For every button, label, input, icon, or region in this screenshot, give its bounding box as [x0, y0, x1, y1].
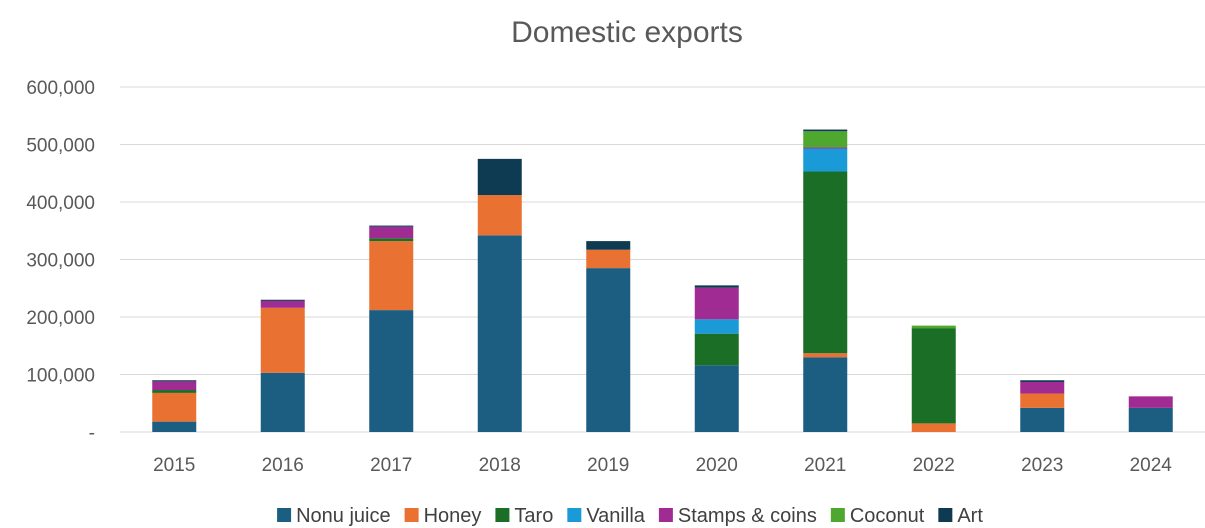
bar-segment [477, 158, 522, 196]
bar-segment [911, 328, 956, 424]
y-tick-label: - [89, 423, 95, 444]
bar-segment [803, 131, 848, 148]
bar-segment [911, 423, 956, 432]
x-tick-label: 2022 [913, 455, 955, 476]
legend-label: Taro [514, 505, 553, 527]
bar-segment [1020, 393, 1065, 408]
x-tick-label: 2019 [587, 455, 629, 476]
legend-item: Art [938, 505, 983, 527]
bar-segment [694, 333, 739, 366]
x-axis-ticks: 2015 2016 2017 2018 2019 2020 2021 2022 2023 2024 [153, 455, 1172, 476]
bar-segment [369, 226, 414, 239]
legend-swatch [495, 508, 510, 522]
bar-segment [1020, 407, 1065, 432]
legend: Nonu juice Honey Taro Vanilla Stamps & coins… [277, 505, 983, 527]
bar-segment [586, 268, 631, 432]
bar-segment [152, 392, 197, 422]
y-tick-label: 600,000 [26, 78, 95, 99]
y-tick-label: 300,000 [26, 251, 95, 272]
chart-title: Domestic exports [511, 16, 743, 49]
y-axis-ticks: - 100,000 200,000 300,000 400,000 500,000 600,… [26, 78, 95, 444]
bar-segment [803, 147, 848, 149]
bar-segment [694, 319, 739, 334]
legend-item: Stamps & coins [658, 505, 817, 527]
legend-swatch [404, 508, 419, 522]
bar-segment [152, 380, 197, 382]
bar-segment [260, 372, 305, 432]
y-tick-label: 500,000 [26, 136, 95, 157]
legend-swatch [830, 508, 845, 522]
bar-segment [694, 285, 739, 288]
legend-label: Art [957, 505, 983, 527]
x-tick-label: 2018 [479, 455, 521, 476]
x-tick-label: 2023 [1021, 455, 1063, 476]
x-tick-label: 2024 [1130, 455, 1173, 476]
bar-segment [152, 421, 197, 432]
y-tick-label: 200,000 [26, 308, 95, 329]
bar-segment [152, 390, 197, 393]
legend-item: Nonu juice [277, 505, 391, 527]
bar-segment [586, 249, 631, 269]
bar-segment [911, 325, 956, 329]
legend-item: Vanilla [567, 505, 646, 527]
x-tick-label: 2016 [262, 455, 304, 476]
bar-segment [803, 171, 848, 354]
bars [152, 129, 1173, 432]
y-tick-label: 100,000 [26, 366, 95, 387]
bar-segment [152, 381, 197, 391]
bar-segment [694, 287, 739, 320]
bar-segment [260, 307, 305, 373]
bar-segment [369, 241, 414, 311]
bar-segment [803, 357, 848, 432]
bar-segment [1020, 381, 1065, 394]
bar-segment [477, 195, 522, 236]
bar-segment [369, 225, 414, 227]
bar-segment [260, 300, 305, 308]
legend-label: Stamps & coins [678, 505, 817, 527]
bar-segment [1128, 407, 1173, 432]
bar-segment [1020, 380, 1065, 382]
bar-segment [369, 238, 414, 242]
bar-segment [586, 241, 631, 250]
legend-label: Nonu juice [296, 505, 391, 527]
legend-label: Vanilla [586, 505, 645, 527]
legend-swatch [277, 508, 292, 522]
x-tick-label: 2021 [804, 455, 846, 476]
legend-item: Honey [404, 505, 482, 527]
bar-segment [803, 129, 848, 132]
bar-segment [803, 148, 848, 172]
legend-label: Coconut [850, 505, 925, 527]
legend-swatch [567, 508, 582, 522]
legend-item: Taro [495, 505, 553, 527]
legend-label: Honey [424, 505, 482, 527]
legend-swatch [658, 508, 673, 522]
x-tick-label: 2017 [370, 455, 412, 476]
bar-segment [1128, 396, 1173, 408]
x-tick-label: 2020 [696, 455, 738, 476]
bar-segment [803, 353, 848, 358]
x-tick-label: 2015 [153, 455, 195, 476]
bar-segment [694, 365, 739, 432]
legend-swatch [938, 508, 953, 522]
bar-segment [369, 310, 414, 432]
legend-item: Coconut [830, 505, 925, 527]
bar-segment [477, 235, 522, 432]
bar-segment [260, 299, 305, 301]
y-tick-label: 400,000 [26, 193, 95, 214]
